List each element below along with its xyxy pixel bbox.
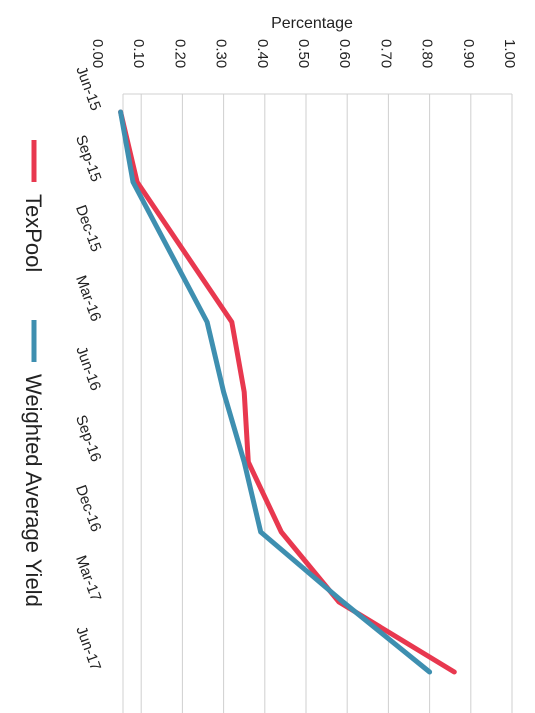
- y-tick-labels: 0.00 0.10 0.20 0.30 0.40 0.50 0.60 0.70 0.80 0.90…: [89, 39, 518, 68]
- x-tick-label: Mar-17: [72, 553, 104, 603]
- y-tick-label: 0.10: [130, 39, 147, 68]
- legend-label: Weighted Average Yield: [21, 374, 46, 607]
- y-tick-label: 0.30: [213, 39, 230, 68]
- x-tick-labels: Jun-15 Sep-15 Dec-15 Mar-16 Jun-16 Sep-16 Dec-…: [72, 64, 105, 673]
- series-lines: [118, 109, 457, 675]
- series-line: [118, 109, 433, 675]
- y-tick-label: 1.00: [501, 39, 518, 68]
- x-tick-label: Sep-15: [72, 133, 105, 184]
- y-axis-title: Percentage: [271, 15, 353, 32]
- x-tick-label: Dec-16: [72, 483, 105, 534]
- y-tick-label: 0.40: [254, 39, 271, 68]
- y-tick-label: 0.70: [377, 39, 394, 68]
- y-tick-label: 0.00: [89, 39, 106, 68]
- y-tick-label: 0.50: [295, 39, 312, 68]
- x-tick-label: Dec-15: [72, 203, 105, 254]
- legend: TexPool Weighted Average Yield: [21, 140, 46, 607]
- y-tick-label: 0.90: [460, 39, 477, 68]
- y-tick-label: 0.60: [336, 39, 353, 68]
- x-tick-label: Jun-15: [72, 64, 104, 113]
- plot-area: 0.00 0.10 0.20 0.30 0.40 0.50 0.60 0.70 0.80 0.90…: [72, 39, 518, 713]
- x-tick-label: Jun-17: [72, 624, 104, 673]
- gridlines: [140, 94, 513, 713]
- y-tick-label: 0.20: [171, 39, 188, 68]
- x-tick-label: Mar-16: [72, 273, 104, 323]
- y-tick-label: 0.80: [419, 39, 436, 68]
- x-tick-label: Jun-16: [72, 344, 104, 393]
- series-line: [118, 109, 457, 675]
- x-tick-label: Sep-16: [72, 413, 105, 464]
- legend-label: TexPool: [21, 194, 46, 272]
